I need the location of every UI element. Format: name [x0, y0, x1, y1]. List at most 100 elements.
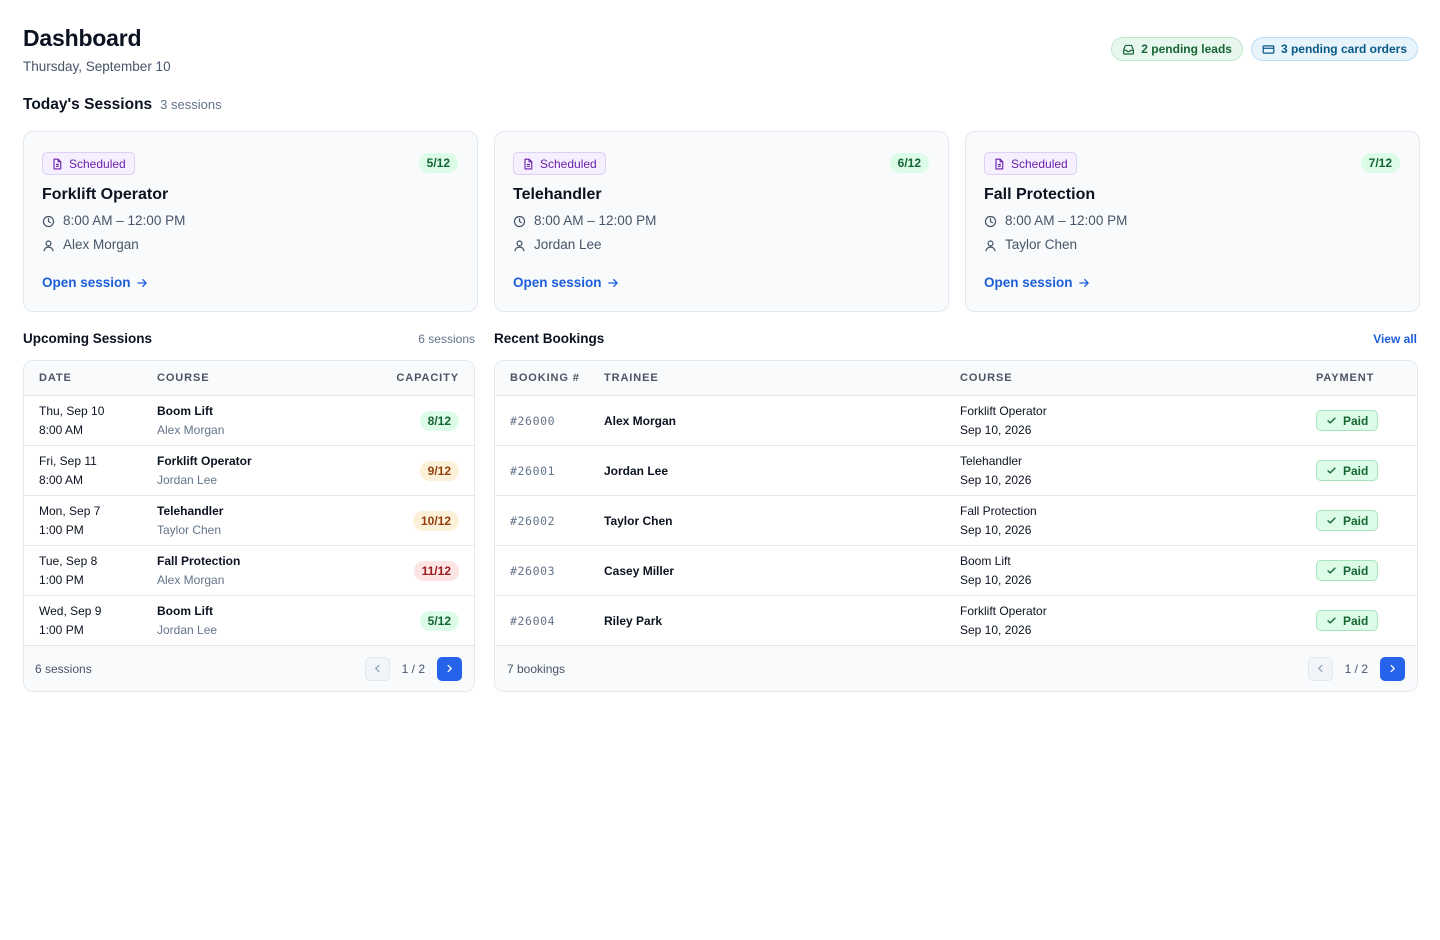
capacity-chip: 9/12 — [419, 460, 459, 481]
table-row[interactable]: #26002 Taylor Chen Fall Protection Sep 1… — [495, 496, 1417, 546]
payment-cell: Paid — [1316, 560, 1417, 581]
table-header: DATE COURSE CAPACITY — [24, 361, 474, 396]
course-cell: Telehandler Taylor Chen — [157, 504, 374, 538]
next-page-button[interactable] — [1380, 656, 1405, 681]
table-row[interactable]: #26001 Jordan Lee Telehandler Sep 10, 20… — [495, 446, 1417, 496]
instructor-text: Alex Morgan — [63, 237, 139, 252]
open-session-label: Open session — [513, 275, 602, 290]
table-row[interactable]: Fri, Sep 11 8:00 AM Forklift Operator Jo… — [24, 446, 474, 496]
column-header-course: COURSE — [960, 372, 1013, 384]
status-label: Scheduled — [69, 156, 126, 171]
prev-page-button[interactable] — [364, 656, 390, 681]
panel-title: Upcoming Sessions — [23, 331, 153, 346]
time-text: 8:00 AM – 12:00 PM — [534, 213, 657, 228]
table-row[interactable]: Wed, Sep 9 1:00 PM Boom Lift Jordan Lee … — [24, 596, 474, 646]
table-row[interactable]: Mon, Sep 7 1:00 PM Telehandler Taylor Ch… — [24, 496, 474, 546]
open-session-link[interactable]: Open session — [984, 275, 1090, 290]
pagination: 1 / 2 — [1307, 656, 1405, 681]
capacity-chip: 5/12 — [418, 153, 458, 173]
capacity-chip: 11/12 — [413, 560, 459, 581]
payment-label: Paid — [1343, 613, 1369, 628]
payment-label: Paid — [1343, 513, 1369, 528]
chevron-right-icon — [447, 664, 452, 673]
capacity-chip: 10/12 — [412, 510, 459, 531]
date-text: Wed, Sep 9 — [39, 603, 102, 618]
date-cell: Wed, Sep 9 1:00 PM — [24, 604, 157, 638]
column-header-trainee: TRAINEE — [604, 372, 659, 384]
table-row[interactable]: #26003 Casey Miller Boom Lift Sep 10, 20… — [495, 546, 1417, 596]
column-header-date: DATE — [39, 372, 72, 384]
payment-badge: Paid — [1316, 560, 1379, 581]
capacity-chip: 6/12 — [889, 153, 929, 173]
table-row[interactable]: Tue, Sep 8 1:00 PM Fall Protection Alex … — [24, 546, 474, 596]
course-title: Telehandler — [513, 186, 602, 203]
inbox-icon — [1123, 44, 1135, 55]
document-icon — [53, 158, 62, 169]
date-text: Fri, Sep 11 — [39, 453, 97, 468]
open-session-label: Open session — [984, 275, 1073, 290]
booking-id: #26000 — [510, 413, 556, 428]
trainee-name: Taylor Chen — [604, 513, 673, 528]
date-cell: Mon, Sep 7 1:00 PM — [24, 504, 157, 538]
course-cell: Boom Lift Jordan Lee — [157, 604, 374, 638]
course-cell: Forklift Operator Sep 10, 2026 — [960, 604, 1316, 638]
footer-count: 7 bookings — [507, 661, 566, 676]
check-icon — [1327, 567, 1336, 574]
section-title: Today's Sessions — [23, 96, 153, 113]
table-row[interactable]: #26004 Riley Park Forklift Operator Sep … — [495, 596, 1417, 646]
session-instructor: Alex Morgan — [42, 237, 459, 253]
table-row[interactable]: Thu, Sep 10 8:00 AM Boom Lift Alex Morga… — [24, 396, 474, 446]
upcoming-sessions-heading: Upcoming Sessions 6 sessions — [23, 331, 475, 346]
time-text: 8:00 AM — [39, 422, 84, 437]
date-text: Mon, Sep 7 — [39, 503, 101, 518]
capacity-chip: 7/12 — [1360, 153, 1400, 173]
column-header-capacity: CAPACITY — [396, 372, 459, 384]
table-footer: 7 bookings 1 / 2 — [495, 646, 1417, 691]
recent-bookings-heading: Recent Bookings View all — [494, 331, 1417, 346]
page-indicator: 1 / 2 — [401, 661, 425, 676]
session-cards: Scheduled 5/12 Forklift Operator 8:00 AM… — [23, 131, 1420, 312]
date-text: Sep 10, 2026 — [960, 472, 1032, 487]
open-session-link[interactable]: Open session — [513, 275, 619, 290]
session-card: Scheduled 5/12 Forklift Operator 8:00 AM… — [23, 131, 478, 312]
pending-card-orders-badge[interactable]: 3 pending card orders — [1250, 37, 1418, 61]
next-page-button[interactable] — [437, 656, 462, 681]
table-footer: 6 sessions 1 / 2 — [24, 646, 474, 691]
instructor-text: Taylor Chen — [157, 522, 222, 537]
booking-id: #26004 — [510, 613, 556, 628]
open-session-link[interactable]: Open session — [42, 275, 148, 290]
column-header-booking: BOOKING # — [510, 372, 580, 384]
chevron-left-icon — [374, 664, 380, 673]
time-text: 1:00 PM — [39, 572, 84, 587]
course-cell: Boom Lift Alex Morgan — [157, 404, 374, 438]
table-row[interactable]: #26000 Alex Morgan Forklift Operator Sep… — [495, 396, 1417, 446]
capacity-cell: 5/12 — [374, 610, 474, 631]
upcoming-sessions-table: DATE COURSE CAPACITY Thu, Sep 10 8:00 AM… — [23, 360, 475, 692]
course-cell: Forklift Operator Sep 10, 2026 — [960, 404, 1316, 438]
payment-label: Paid — [1343, 463, 1369, 478]
clock-icon — [42, 215, 55, 227]
payment-badge: Paid — [1316, 610, 1379, 631]
arrow-right-icon — [1078, 278, 1089, 287]
chevron-left-icon — [1317, 664, 1323, 673]
course-cell: Telehandler Sep 10, 2026 — [960, 454, 1316, 488]
page-indicator: 1 / 2 — [1344, 661, 1368, 676]
date-text: Sep 10, 2026 — [960, 572, 1032, 587]
course-text: Forklift Operator — [157, 453, 252, 468]
column-header-payment: PAYMENT — [1316, 372, 1375, 384]
time-text: 1:00 PM — [39, 622, 84, 637]
clock-icon — [984, 215, 997, 227]
session-instructor: Taylor Chen — [984, 237, 1401, 253]
status-label: Scheduled — [540, 156, 597, 171]
recent-bookings-table: BOOKING # TRAINEE COURSE PAYMENT #26000 … — [494, 360, 1418, 692]
view-all-link[interactable]: View all — [1373, 331, 1417, 346]
payment-cell: Paid — [1316, 510, 1417, 531]
date-cell: Thu, Sep 10 8:00 AM — [24, 404, 157, 438]
todays-sessions-heading: Today's Sessions 3 sessions — [23, 96, 222, 114]
pending-leads-badge[interactable]: 2 pending leads — [1111, 37, 1243, 61]
course-text: Fall Protection — [960, 503, 1037, 518]
prev-page-button[interactable] — [1307, 656, 1333, 681]
status-label: Scheduled — [1011, 156, 1068, 171]
chevron-right-icon — [1390, 664, 1395, 673]
